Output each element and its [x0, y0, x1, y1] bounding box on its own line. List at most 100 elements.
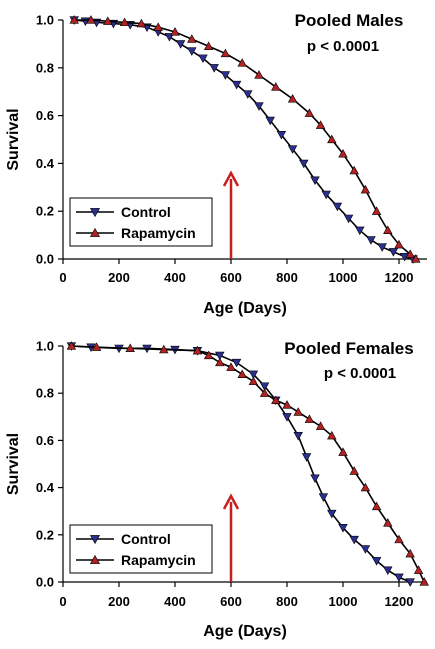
y-tick-label: 0.0: [36, 252, 54, 267]
data-point-control: [310, 474, 320, 483]
data-point-rapamycin: [338, 447, 348, 456]
data-point-control: [338, 524, 348, 533]
data-point-control: [327, 509, 337, 519]
data-point-control: [248, 370, 259, 380]
data-point-rapamycin: [383, 518, 393, 527]
data-point-control: [377, 243, 387, 252]
x-tick-label: 200: [108, 270, 130, 285]
data-point-rapamycin: [371, 206, 382, 215]
x-tick-label: 600: [220, 594, 242, 609]
p-value-annotation: p < 0.0001: [324, 365, 396, 382]
chart-title: Pooled Males: [295, 11, 404, 30]
data-point-control: [388, 248, 399, 257]
data-point-rapamycin: [237, 58, 247, 67]
data-point-control: [276, 131, 287, 140]
data-point-control: [282, 413, 292, 422]
data-point-rapamycin: [293, 407, 303, 416]
y-tick-label: 0.6: [36, 108, 54, 123]
x-tick-label: 800: [276, 270, 298, 285]
data-point-rapamycin: [304, 108, 315, 117]
data-point-rapamycin: [349, 165, 359, 175]
data-point-rapamycin: [383, 225, 393, 234]
data-point-rapamycin: [237, 369, 247, 378]
y-tick-label: 0.4: [36, 156, 55, 171]
data-point-control: [310, 176, 320, 185]
data-point-rapamycin: [119, 17, 130, 27]
y-tick-label: 0.8: [36, 60, 54, 75]
legend-marker-rapamycin: [89, 554, 101, 564]
y-tick-label: 0.2: [36, 204, 54, 219]
legend-box: [69, 524, 213, 574]
data-point-control: [343, 214, 354, 224]
data-point-control: [332, 202, 343, 212]
data-point-rapamycin: [248, 376, 259, 386]
data-point-rapamycin: [411, 254, 421, 263]
data-point-control: [301, 453, 312, 462]
y-tick-label: 0.4: [36, 480, 55, 495]
legend-marker-control: [89, 208, 101, 218]
p-value-annotation: p < 0.0001: [307, 38, 379, 55]
legend-label-control: Control: [121, 531, 171, 547]
data-point-control: [349, 535, 359, 545]
data-point-control: [198, 54, 208, 64]
y-tick-label: 0.8: [36, 386, 54, 401]
data-point-control: [231, 358, 242, 368]
y-tick-label: 1.0: [36, 339, 54, 354]
data-point-rapamycin: [394, 239, 404, 249]
treatment-start-arrow-head: [222, 170, 240, 187]
data-point-rapamycin: [192, 345, 203, 355]
chart-panel-females: 0.0 0.2 0.4 0.6 0.8 1.0 0 200 400 600 800 1000 1200 A…: [0, 332, 435, 649]
chart-panel-males: 0.0 0.2 0.4 0.6 0.8 1.0 0 200 400 600 800 1000 1200 A…: [0, 0, 435, 324]
data-point-rapamycin: [360, 184, 371, 194]
survival-chart-females: 0.0 0.2 0.4 0.6 0.8 1.0 0 200 400 600 800 1000 1200 A…: [5, 339, 429, 640]
data-point-rapamycin: [69, 15, 79, 24]
data-point-rapamycin: [419, 577, 429, 586]
data-point-rapamycin: [187, 34, 197, 43]
data-point-rapamycin: [282, 400, 292, 409]
data-point-control: [215, 351, 225, 361]
data-point-rapamycin: [91, 342, 102, 351]
data-point-rapamycin: [254, 70, 264, 79]
data-point-control: [355, 226, 365, 236]
y-axis-title: Survival: [5, 108, 22, 170]
data-point-rapamycin: [271, 395, 281, 404]
legend-box: [69, 197, 213, 247]
treatment-start-arrow-head: [222, 493, 240, 510]
data-point-control: [220, 71, 231, 80]
data-point-control: [318, 493, 329, 502]
data-point-rapamycin: [226, 362, 236, 371]
survival-chart-males: 0.0 0.2 0.4 0.6 0.8 1.0 0 200 400 600 800 1000 1200 A…: [5, 11, 427, 317]
legend-marker-rapamycin: [89, 227, 101, 237]
legend-marker-control: [89, 535, 101, 545]
x-axis-title: Age (Days): [203, 300, 287, 317]
data-point-control: [265, 116, 275, 126]
y-axis-title: Survival: [5, 433, 22, 495]
data-point-control: [293, 432, 303, 441]
data-point-rapamycin: [170, 27, 180, 36]
data-point-rapamycin: [371, 501, 382, 511]
data-point-rapamycin: [413, 565, 424, 574]
x-tick-label: 1000: [329, 270, 358, 285]
x-tick-label: 1000: [329, 594, 358, 609]
y-tick-label: 0.2: [36, 527, 54, 542]
data-point-control: [187, 47, 197, 56]
data-point-rapamycin: [153, 22, 163, 31]
data-point-rapamycin: [203, 41, 214, 50]
y-tick-label: 0.0: [36, 575, 54, 590]
data-point-rapamycin: [271, 82, 281, 91]
data-point-rapamycin: [338, 149, 348, 158]
data-point-control: [394, 573, 404, 583]
data-point-control: [299, 159, 309, 169]
x-tick-label: 1200: [385, 270, 414, 285]
data-point-rapamycin: [327, 430, 337, 440]
x-tick-label: 1200: [385, 594, 414, 609]
data-point-rapamycin: [103, 16, 113, 25]
data-point-control: [405, 578, 415, 587]
data-point-rapamycin: [360, 482, 371, 492]
legend-label-rapamycin: Rapamycin: [121, 552, 196, 568]
x-tick-label: 0: [59, 270, 66, 285]
x-tick-label: 400: [164, 270, 186, 285]
data-point-rapamycin: [327, 134, 337, 144]
data-point-control: [259, 382, 270, 391]
y-tick-label: 0.6: [36, 433, 54, 448]
